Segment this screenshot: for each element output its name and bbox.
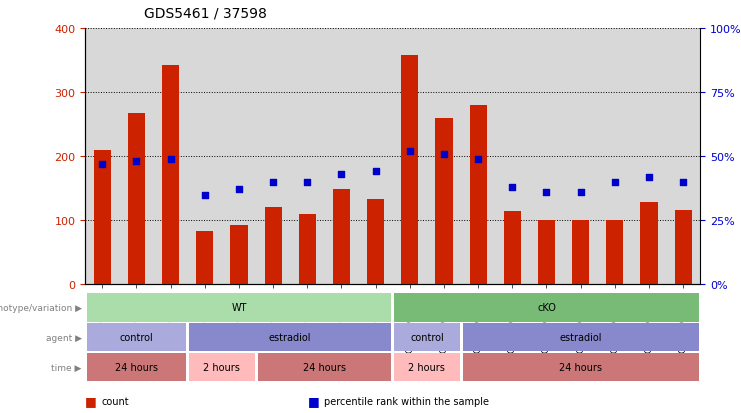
Text: agent ▶: agent ▶ [45,333,82,342]
Bar [290,29,325,285]
Text: WT: WT [231,303,247,313]
Text: estradiol: estradiol [269,332,311,342]
Bar [367,199,384,285]
Point [130,159,142,165]
Point [506,184,518,191]
Bar [119,29,153,285]
Bar [674,210,691,285]
Text: 24 hours: 24 hours [559,362,602,372]
Text: time ▶: time ▶ [51,363,82,372]
Point [677,179,689,185]
Bar [333,190,350,285]
Point [199,192,210,198]
Bar [196,232,213,285]
Point [472,156,484,163]
Bar [461,29,495,285]
Bar [504,211,521,285]
Bar [470,106,487,285]
Text: 24 hours: 24 hours [115,362,158,372]
Point [609,179,621,185]
Text: 2 hours: 2 hours [408,362,445,372]
Text: genotype/variation ▶: genotype/variation ▶ [0,303,82,312]
Bar [564,29,598,285]
Point [370,169,382,176]
Text: cKO: cKO [537,303,556,313]
Bar [128,113,145,285]
Bar [640,203,657,285]
Point [438,151,450,157]
Point [336,171,348,178]
Text: 2 hours: 2 hours [204,362,240,372]
Bar [187,29,222,285]
Bar [632,29,666,285]
Text: estradiol: estradiol [559,332,602,342]
Bar [94,150,111,285]
Text: ■: ■ [308,394,319,407]
Point [268,179,279,185]
Text: control: control [410,332,444,342]
Text: ■: ■ [85,394,97,407]
Bar [606,221,623,285]
Text: control: control [119,332,153,342]
Bar [299,214,316,285]
Point [404,148,416,155]
Point [96,161,108,168]
Bar [85,29,119,285]
Bar [666,29,700,285]
Bar [572,221,589,285]
Bar [256,29,290,285]
Bar [153,29,187,285]
Bar [427,29,461,285]
Bar [436,119,453,285]
Text: count: count [102,396,129,406]
Point [302,179,313,185]
Bar [393,29,427,285]
Point [575,189,587,196]
Bar [265,208,282,285]
Bar [538,221,555,285]
Bar [230,225,247,285]
Bar [598,29,632,285]
Bar [402,56,419,285]
Bar [325,29,359,285]
Bar [359,29,393,285]
Bar [222,29,256,285]
Bar [495,29,529,285]
Text: percentile rank within the sample: percentile rank within the sample [324,396,489,406]
Bar [162,66,179,285]
Point [643,174,655,180]
Text: GDS5461 / 37598: GDS5461 / 37598 [144,7,268,21]
Point [165,156,176,163]
Point [233,187,245,193]
Text: 24 hours: 24 hours [303,362,346,372]
Point [540,189,552,196]
Bar [529,29,564,285]
